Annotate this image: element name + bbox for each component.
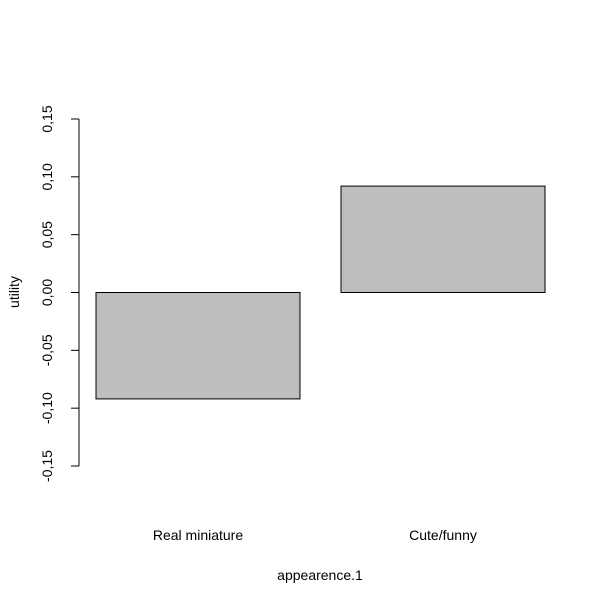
y-tick-label: -0,05 <box>39 334 55 366</box>
y-tick-label: -0,10 <box>39 392 55 424</box>
y-axis-title: utility <box>6 276 22 308</box>
bars <box>95 185 546 400</box>
y-tick-label: 0,00 <box>39 279 55 306</box>
y-tick-label: 0,05 <box>39 221 55 248</box>
y-tick-label: -0,15 <box>39 450 55 482</box>
x-tick-labels: Real miniature Cute/funny <box>153 527 477 543</box>
x-tick-label: Real miniature <box>153 527 243 543</box>
x-tick-label: Cute/funny <box>409 527 477 543</box>
bar-real-miniature <box>95 292 301 400</box>
y-tick-label: 0,15 <box>39 105 55 132</box>
y-tick-label: 0,10 <box>39 163 55 190</box>
x-axis-title: appearence.1 <box>277 567 363 583</box>
bar-cute-funny <box>340 185 546 293</box>
y-axis: -0,15 -0,10 -0,05 0,00 0,05 0,10 0,15 <box>39 105 80 482</box>
